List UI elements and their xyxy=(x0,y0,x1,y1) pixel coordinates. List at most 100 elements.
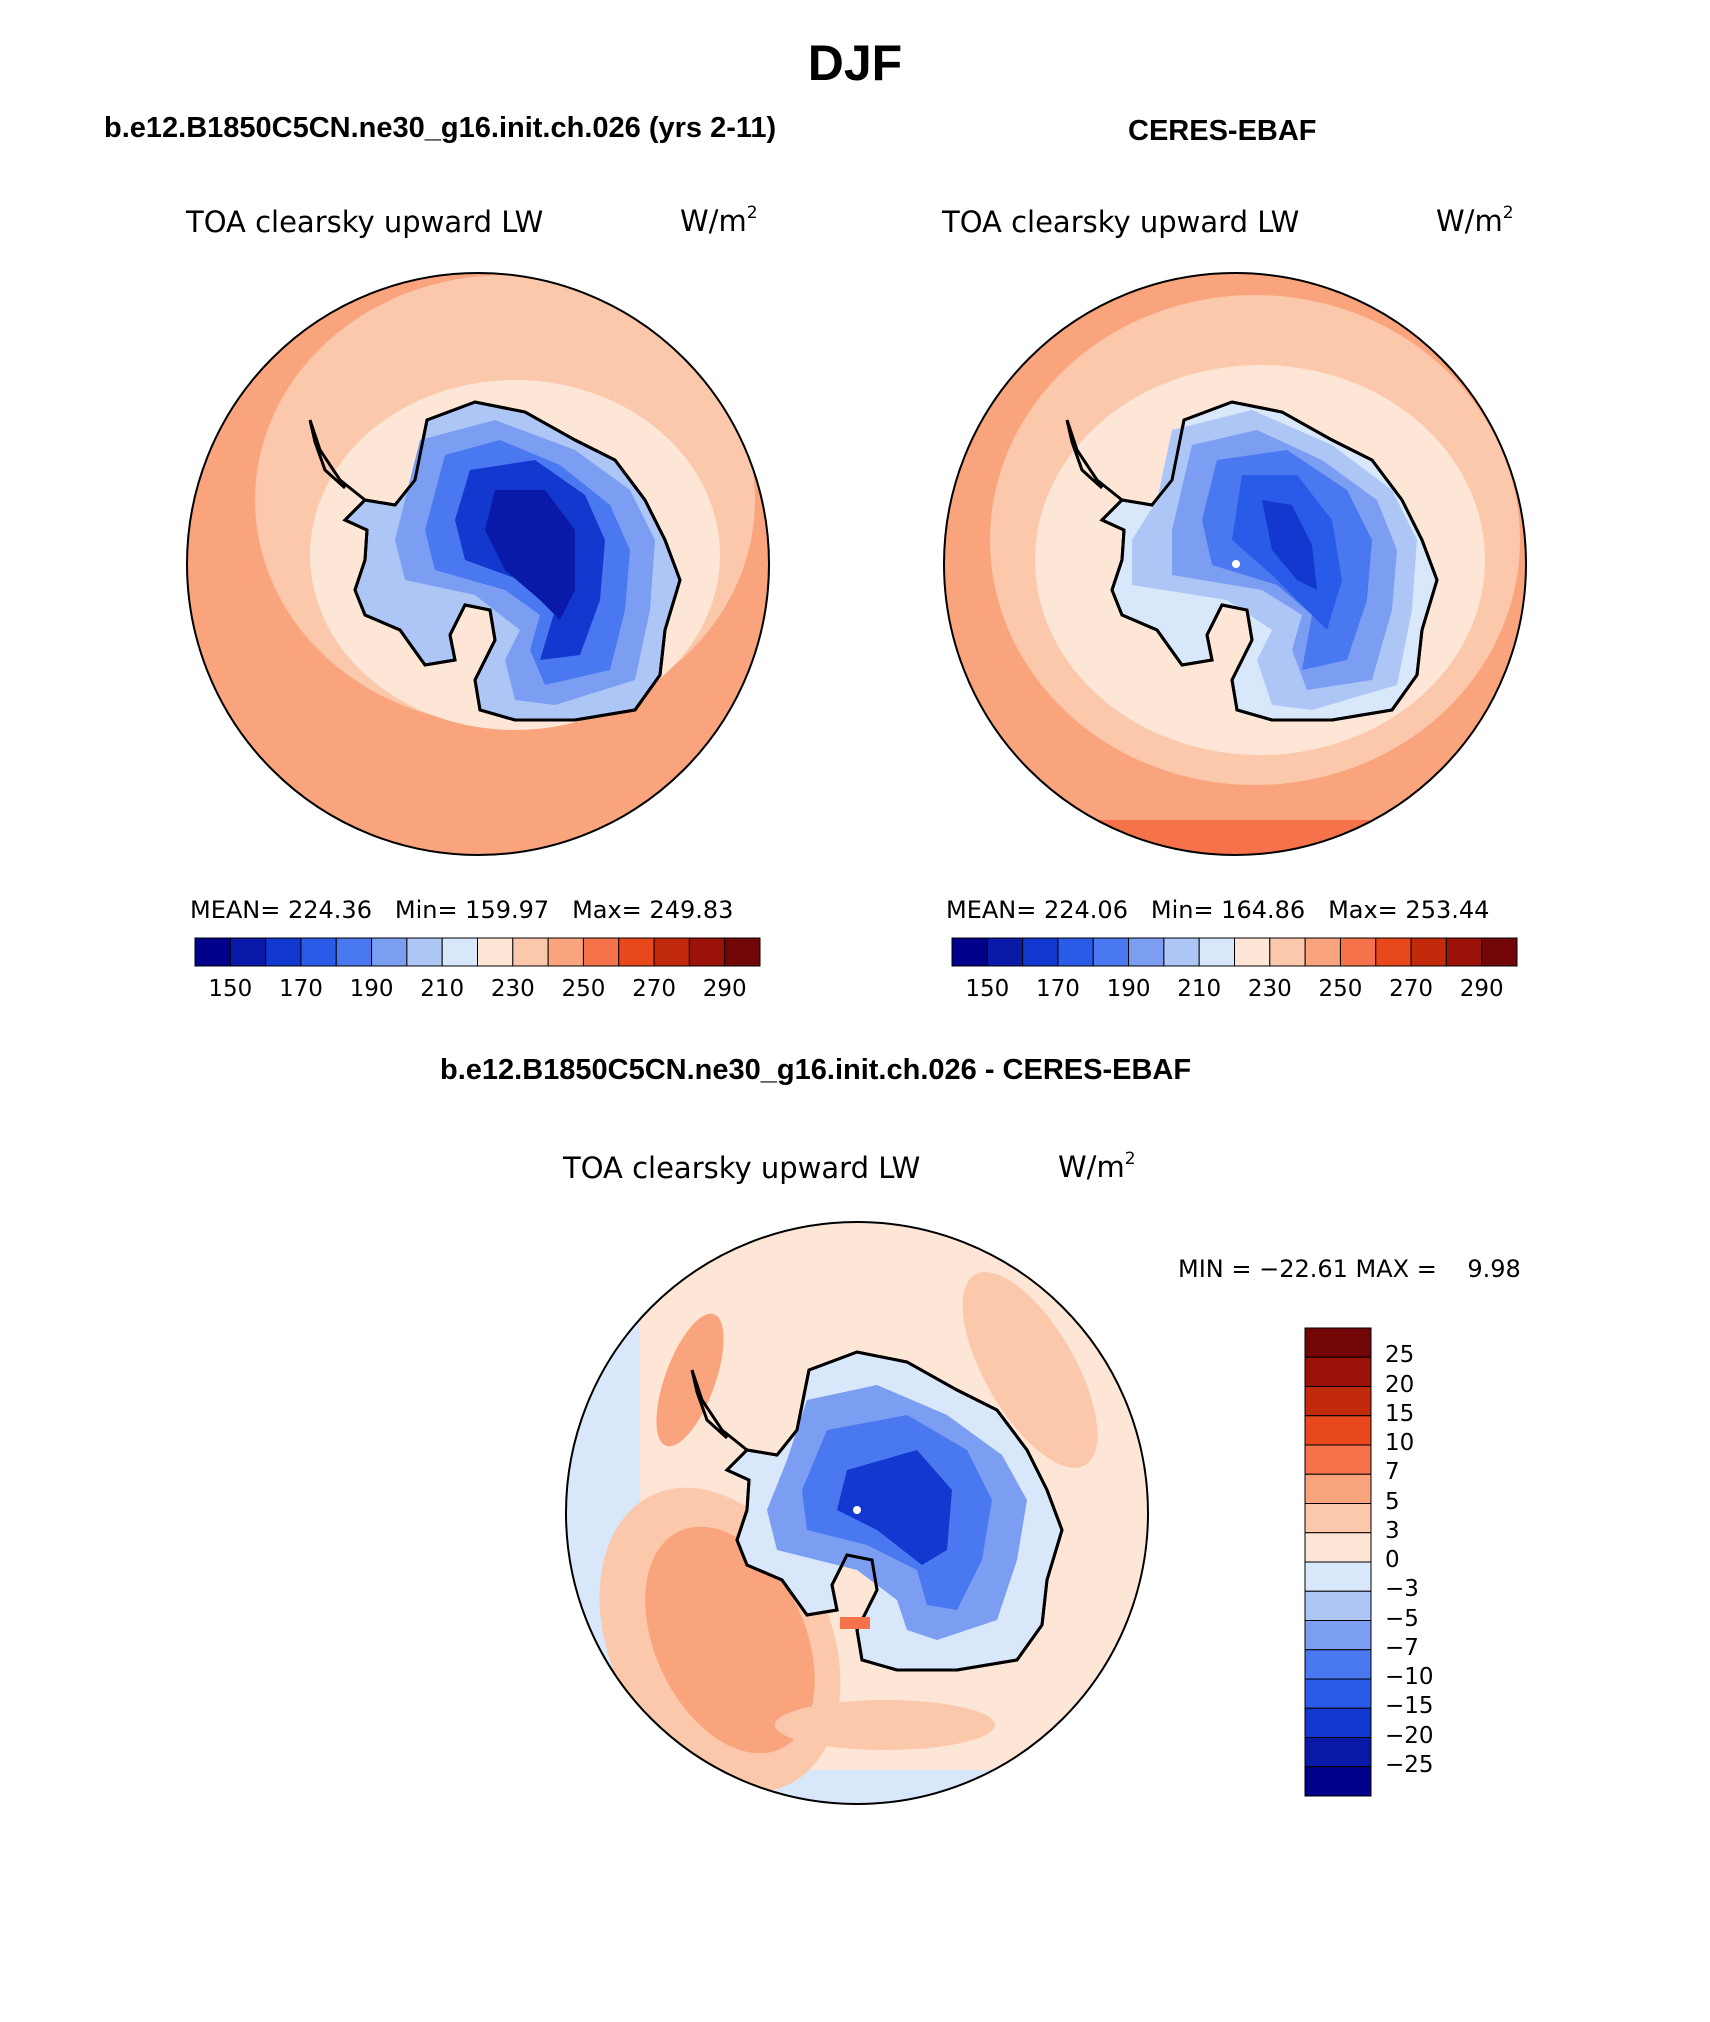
diff-variable-label: TOA clearsky upward LW xyxy=(563,1151,921,1185)
right-colorbar-swatch xyxy=(1339,937,1377,967)
right-colorbar-tick-label: 150 xyxy=(965,976,1010,1002)
diff-colorbar-tick-label: 15 xyxy=(1385,1400,1415,1427)
right-pole-dot xyxy=(1232,560,1240,568)
diff-colorbar-tick-label: −25 xyxy=(1385,1751,1434,1778)
diff-colorbar-tick-label: 3 xyxy=(1385,1517,1400,1544)
diff-colorbar-swatch xyxy=(1304,1620,1372,1651)
left-mean: MEAN= 224.36 xyxy=(190,896,372,924)
diff-colorbar-swatch xyxy=(1304,1737,1372,1768)
right-colorbar-swatch xyxy=(951,937,988,967)
diff-colorbar-swatch xyxy=(1304,1386,1372,1417)
left-panel-heading: b.e12.B1850C5CN.ne30_g16.init.ch.026 (yr… xyxy=(104,112,777,144)
left-colorbar-tick-label: 210 xyxy=(420,976,465,1002)
diff-colorbar-swatch xyxy=(1304,1444,1372,1475)
right-colorbar-swatch xyxy=(1022,937,1059,967)
left-colorbar-swatch xyxy=(688,937,726,967)
right-colorbar-swatch xyxy=(1269,937,1306,967)
right-colorbar-swatch xyxy=(1481,937,1518,967)
right-stats: MEAN= 224.06 Min= 164.86 Max= 253.44 xyxy=(946,896,1489,924)
left-variable-label: TOA clearsky upward LW xyxy=(186,205,544,239)
right-colorbar-tick-label: 170 xyxy=(1035,976,1080,1002)
diff-map xyxy=(566,1222,1148,1804)
left-colorbar-tick-label: 190 xyxy=(349,976,394,1002)
right-colorbar-swatch xyxy=(1163,937,1200,967)
right-map xyxy=(944,273,1526,855)
diff-colorbar-swatch xyxy=(1304,1532,1372,1563)
left-colorbar-swatch xyxy=(335,937,373,967)
diff-colorbar-swatch xyxy=(1304,1473,1372,1504)
diff-colorbar-tick-label: 0 xyxy=(1385,1547,1400,1573)
diff-colorbar-tick-label: −5 xyxy=(1385,1605,1419,1632)
left-colorbar-swatch xyxy=(512,937,549,967)
diff-colorbar-tick-label: 25 xyxy=(1385,1342,1415,1369)
diff-colorbar-swatch xyxy=(1304,1707,1372,1738)
right-colorbar-swatch xyxy=(986,937,1024,967)
diff-colorbar-tick-label: −15 xyxy=(1385,1693,1434,1720)
left-map xyxy=(187,273,769,855)
diff-colorbar-tick-label: −20 xyxy=(1385,1722,1434,1749)
left-map-border xyxy=(186,272,770,856)
right-colorbar-swatch xyxy=(1375,937,1412,967)
left-colorbar-tick-label: 230 xyxy=(490,976,535,1002)
right-map-border xyxy=(943,272,1527,856)
diff-colorbar-swatch xyxy=(1304,1356,1372,1387)
right-colorbar-tick-label: 190 xyxy=(1106,976,1151,1002)
right-colorbar-tick-label: 270 xyxy=(1389,976,1434,1002)
diff-colorbar-tick-label: −3 xyxy=(1385,1576,1419,1603)
left-units-label: W/m2 xyxy=(680,203,758,238)
right-colorbar xyxy=(951,937,1518,967)
right-variable-label: TOA clearsky upward LW xyxy=(942,205,1300,239)
figure-title: DJF xyxy=(807,35,903,91)
right-min: Min= 164.86 xyxy=(1150,896,1306,924)
right-colorbar-swatch xyxy=(1304,937,1341,967)
diff-colorbar-swatch xyxy=(1304,1327,1372,1358)
right-colorbar-tick-label: 230 xyxy=(1247,976,1292,1002)
diff-map-border xyxy=(565,1221,1149,1805)
right-max: Max= 253.44 xyxy=(1328,896,1490,924)
diff-colorbar-swatch xyxy=(1304,1561,1372,1592)
diff-pole-dot xyxy=(853,1506,861,1514)
left-colorbar-swatch xyxy=(265,937,302,967)
right-colorbar-tick-label: 250 xyxy=(1318,976,1363,1002)
left-stats: MEAN= 224.36 Min= 159.97 Max= 249.83 xyxy=(190,896,733,924)
diff-colorbar-swatch xyxy=(1304,1649,1372,1680)
right-units-label: W/m2 xyxy=(1436,203,1514,238)
left-colorbar-swatch xyxy=(406,937,443,967)
diff-colorbar-tick-label: 10 xyxy=(1385,1430,1415,1456)
diff-colorbar xyxy=(1304,1327,1372,1797)
diff-colorbar-tick-label: 5 xyxy=(1385,1488,1400,1515)
left-colorbar-tick-label: 250 xyxy=(561,976,606,1002)
left-colorbar-swatch xyxy=(300,937,337,967)
right-colorbar-swatch xyxy=(1234,937,1271,967)
left-colorbar-swatch xyxy=(582,937,620,967)
left-colorbar-tick-label: 170 xyxy=(278,976,323,1002)
diff-units-label: W/m2 xyxy=(1058,1149,1136,1184)
diff-colorbar-swatch xyxy=(1304,1590,1372,1621)
left-colorbar-swatch xyxy=(441,937,478,967)
diff-minmax: MIN = −22.61 MAX = 9.98 xyxy=(1178,1255,1521,1283)
left-colorbar-swatch xyxy=(194,937,231,967)
diff-colorbar-swatch xyxy=(1304,1503,1372,1534)
left-min: Min= 159.97 xyxy=(394,896,550,924)
right-colorbar-tick-label: 210 xyxy=(1177,976,1222,1002)
diff-panel-heading: b.e12.B1850C5CN.ne30_g16.init.ch.026 - C… xyxy=(440,1054,1192,1086)
left-colorbar-swatch xyxy=(653,937,690,967)
left-colorbar-swatch xyxy=(477,937,514,967)
right-colorbar-swatch xyxy=(1057,937,1094,967)
left-colorbar-swatch xyxy=(724,937,761,967)
right-colorbar-swatch xyxy=(1198,937,1235,967)
left-max: Max= 249.83 xyxy=(572,896,734,924)
diff-colorbar-swatch xyxy=(1304,1766,1372,1797)
left-colorbar xyxy=(194,937,761,967)
right-colorbar-swatch xyxy=(1410,937,1447,967)
right-panel-heading: CERES-EBAF xyxy=(1128,115,1317,147)
left-colorbar-swatch xyxy=(229,937,267,967)
diff-colorbar-tick-label: 20 xyxy=(1385,1371,1415,1398)
right-colorbar-swatch xyxy=(1445,937,1483,967)
left-colorbar-swatch xyxy=(547,937,584,967)
left-colorbar-tick-label: 270 xyxy=(632,976,677,1002)
left-colorbar-tick-label: 290 xyxy=(702,976,747,1002)
diff-colorbar-tick-label: 7 xyxy=(1385,1459,1400,1486)
diff-colorbar-swatch xyxy=(1304,1678,1372,1709)
